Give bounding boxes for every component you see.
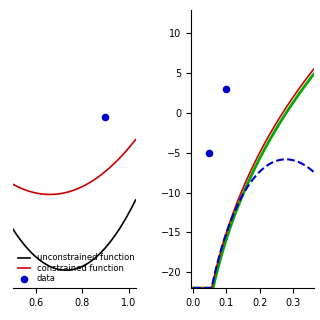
constrained function [60, 191, 64, 195]
data [103, 114, 108, 119]
constrained function [88, 180, 92, 184]
Legend: unconstrained function, constrained function, data: unconstrained function, constrained func… [17, 253, 135, 284]
constrained function [48, 193, 52, 196]
Point [207, 150, 212, 155]
unconstrained function [134, 198, 138, 202]
constrained function [134, 138, 138, 141]
Line: constrained function: constrained function [13, 140, 136, 195]
unconstrained function [51, 266, 55, 269]
unconstrained function [26, 247, 29, 251]
unconstrained function [60, 268, 63, 272]
unconstrained function [64, 268, 68, 272]
unconstrained function [100, 249, 104, 253]
constrained function [11, 182, 15, 186]
unconstrained function [88, 260, 92, 264]
constrained function [100, 172, 104, 176]
Line: unconstrained function: unconstrained function [13, 200, 136, 270]
unconstrained function [100, 250, 104, 254]
Point [224, 87, 229, 92]
constrained function [100, 172, 104, 176]
constrained function [26, 189, 29, 193]
unconstrained function [11, 227, 15, 231]
constrained function [51, 192, 55, 196]
